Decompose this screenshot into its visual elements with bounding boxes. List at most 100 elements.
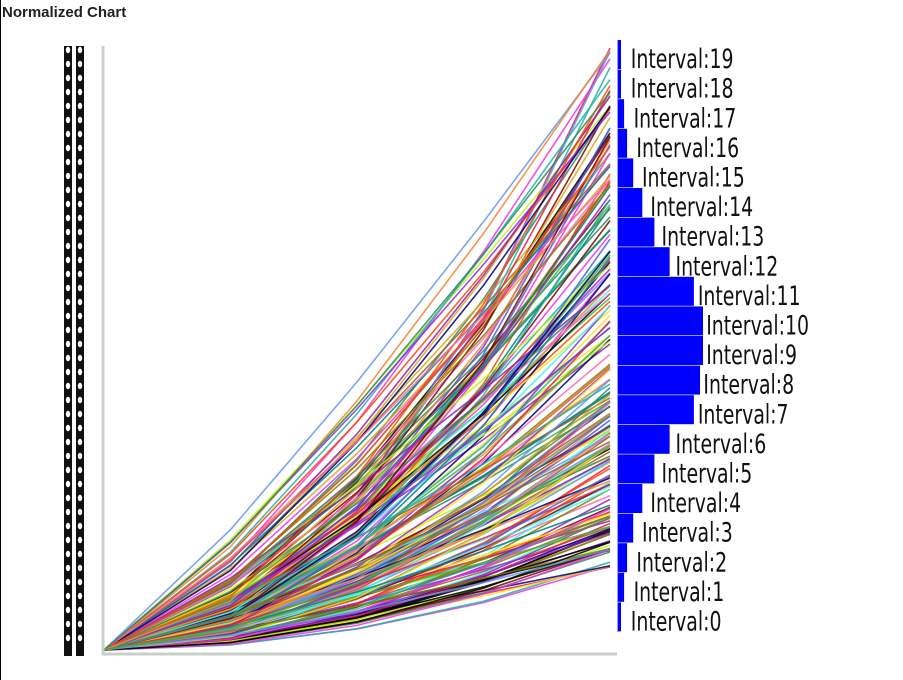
y-tick-label-glyph: [77, 312, 83, 320]
line-series: [103, 320, 611, 651]
y-tick-label-glyph: [77, 186, 83, 194]
y-tick-label-glyph: [65, 144, 71, 152]
y-tick-label-glyph: [65, 522, 71, 530]
y-tick-label-glyph: [77, 494, 83, 502]
y-tick-label-glyph: [65, 298, 71, 306]
y-tick-label-glyph: [77, 382, 83, 390]
line-series: [103, 548, 611, 651]
line-series: [103, 547, 611, 651]
y-tick-label-glyph: [77, 340, 83, 348]
y-tick-label-glyph: [65, 354, 71, 362]
y-tick-label-glyph: [65, 396, 71, 404]
y-tick-label-glyph: [77, 256, 83, 264]
y-tick-label-column: [76, 46, 84, 656]
y-tick-label-glyph: [77, 620, 83, 628]
y-tick-label-glyph: [65, 592, 71, 600]
histogram-bar: [618, 513, 634, 543]
line-series: [103, 165, 611, 651]
y-tick-label-glyph: [65, 88, 71, 96]
y-tick-label-glyph: [77, 592, 83, 600]
y-tick-label-glyph: [65, 158, 71, 166]
histogram-labels: Interval:0Interval:1Interval:2Interval:3…: [631, 44, 809, 638]
y-tick-label-glyph: [65, 256, 71, 264]
line-series: [103, 108, 611, 651]
line-series: [103, 146, 611, 651]
y-tick-label-glyph: [65, 270, 71, 278]
line-series: [103, 293, 611, 651]
y-tick-label-glyph: [77, 116, 83, 124]
line-series: [103, 261, 611, 651]
histogram-label: Interval:7: [698, 399, 789, 430]
y-tick-label-glyph: [77, 396, 83, 404]
line-series: [103, 548, 611, 651]
histogram-bar: [618, 572, 625, 602]
y-tick-label-glyph: [77, 298, 83, 306]
line-series: [103, 175, 611, 651]
line-series: [103, 541, 611, 651]
histogram-bar: [618, 40, 621, 69]
y-tick-label-glyph: [65, 46, 71, 54]
line-series: [103, 49, 611, 651]
y-tick-label-glyph: [77, 214, 83, 222]
y-tick-label-glyph: [65, 382, 71, 390]
left-frame-edge: [0, 0, 1, 680]
histogram-label: Interval:10: [706, 310, 809, 341]
y-tick-label-glyph: [65, 424, 71, 432]
histogram-label: Interval:14: [650, 192, 753, 223]
histogram-label: Interval:2: [636, 547, 727, 578]
y-tick-label-glyph: [77, 228, 83, 236]
y-tick-label-glyph: [65, 242, 71, 250]
y-tick-label-glyph: [77, 144, 83, 152]
y-tick-label-glyph: [65, 214, 71, 222]
histogram-bar: [618, 69, 621, 99]
y-tick-label-glyph: [65, 634, 71, 642]
histogram-bar: [618, 188, 643, 217]
line-series: [103, 440, 611, 651]
line-series: [103, 444, 611, 651]
line-series: [103, 383, 611, 651]
y-tick-label-glyph: [65, 578, 71, 586]
y-tick-label-glyph: [65, 564, 71, 572]
histogram-label: Interval:17: [634, 103, 737, 134]
y-tick-label-glyph: [65, 452, 71, 460]
line-series: [103, 91, 611, 651]
histogram-bar: [618, 602, 621, 632]
line-series: [103, 427, 611, 651]
y-tick-label-glyph: [77, 578, 83, 586]
histogram-bar: [618, 336, 703, 365]
y-tick-label-glyph: [77, 326, 83, 334]
y-tick-label-glyph: [77, 88, 83, 96]
histogram-bar: [618, 543, 628, 573]
y-tick-label-glyph: [65, 228, 71, 236]
line-series: [103, 283, 611, 651]
histogram-group: [618, 40, 703, 632]
histogram-label: Interval:12: [675, 251, 778, 282]
y-tick-label-glyph: [77, 536, 83, 544]
y-tick-label-glyph: [65, 172, 71, 180]
histogram-label: Interval:13: [662, 221, 765, 252]
y-tick-label-glyph: [65, 74, 71, 82]
y-tick-label-glyph: [77, 158, 83, 166]
y-axis-labels: [64, 46, 84, 656]
histogram-bar: [618, 484, 643, 513]
y-tick-label-glyph: [77, 172, 83, 180]
y-tick-label-glyph: [65, 368, 71, 376]
line-series: [103, 79, 611, 651]
y-tick-label-glyph: [77, 102, 83, 110]
histogram-bar: [618, 276, 694, 306]
histogram-bar: [618, 306, 703, 336]
histogram-bar: [618, 454, 655, 484]
histogram-bar: [618, 395, 694, 425]
y-tick-label-glyph: [77, 46, 83, 54]
y-tick-label-glyph: [77, 550, 83, 558]
y-tick-label-glyph: [65, 284, 71, 292]
y-tick-label-glyph: [65, 340, 71, 348]
y-tick-label-glyph: [77, 438, 83, 446]
y-tick-label-glyph: [77, 74, 83, 82]
y-tick-label-glyph: [77, 466, 83, 474]
y-tick-label-glyph: [65, 410, 71, 418]
histogram-label: Interval:8: [703, 369, 794, 400]
y-tick-label-glyph: [65, 494, 71, 502]
chart-title: Normalized Chart: [2, 4, 127, 21]
line-series: [103, 52, 611, 651]
